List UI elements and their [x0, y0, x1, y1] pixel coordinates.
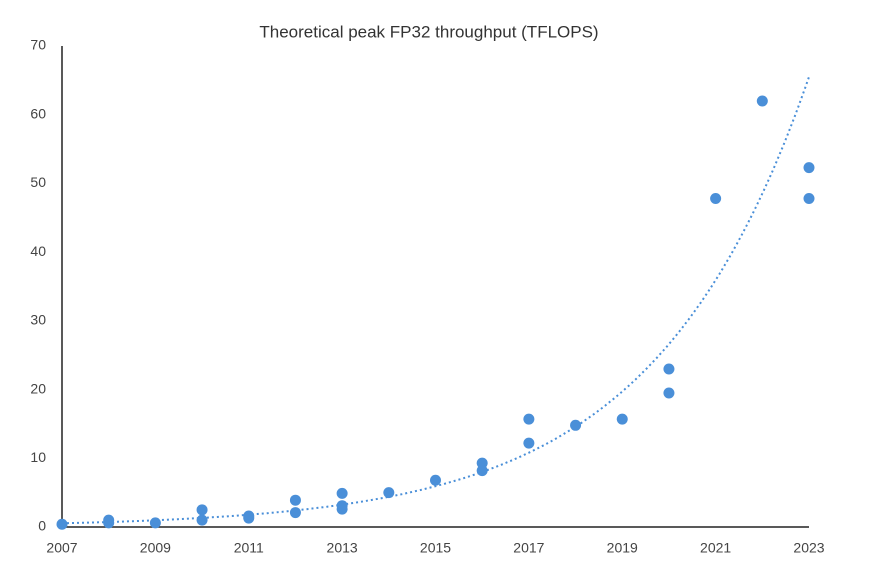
data-point — [523, 413, 535, 425]
x-tick-label: 2021 — [700, 540, 731, 556]
data-point — [243, 512, 255, 524]
data-point — [476, 465, 488, 477]
data-point — [289, 494, 301, 506]
x-tick-label: 2011 — [234, 540, 264, 556]
y-tick-label: 60 — [30, 105, 46, 121]
data-point — [476, 457, 488, 469]
data-point — [803, 162, 815, 174]
x-tick-label: 2017 — [513, 540, 544, 556]
y-tick-label: 70 — [30, 37, 46, 53]
data-point — [663, 363, 675, 375]
chart-title: Theoretical peak FP32 throughput (TFLOPS… — [259, 22, 598, 41]
data-point — [523, 437, 535, 449]
data-point — [56, 518, 68, 530]
data-point — [196, 514, 208, 526]
data-point — [663, 387, 675, 399]
x-tick-label: 2015 — [420, 540, 451, 556]
y-tick-label: 20 — [30, 380, 46, 396]
trendline — [61, 76, 810, 525]
data-point — [103, 517, 115, 529]
y-tick-label: 0 — [38, 518, 46, 534]
data-point — [289, 507, 301, 519]
x-tick-label: 2023 — [793, 540, 824, 556]
x-tick-label: 2013 — [327, 540, 358, 556]
x-tick-label: 2009 — [140, 540, 171, 556]
x-tick-label: 2007 — [46, 540, 77, 556]
data-point — [336, 487, 348, 499]
x-tick-label: 2019 — [607, 540, 638, 556]
data-point — [803, 193, 815, 205]
data-point — [570, 419, 582, 431]
y-tick-label: 40 — [30, 243, 46, 259]
data-point — [336, 503, 348, 515]
data-point — [149, 517, 161, 529]
y-tick-label: 10 — [30, 449, 46, 465]
data-point — [196, 504, 208, 516]
data-point — [710, 193, 722, 205]
y-tick-label: 50 — [30, 174, 46, 190]
y-tick-label: 30 — [30, 312, 46, 328]
data-point — [616, 413, 628, 425]
data-point — [756, 95, 768, 107]
data-point — [383, 487, 395, 499]
data-point — [430, 474, 441, 486]
